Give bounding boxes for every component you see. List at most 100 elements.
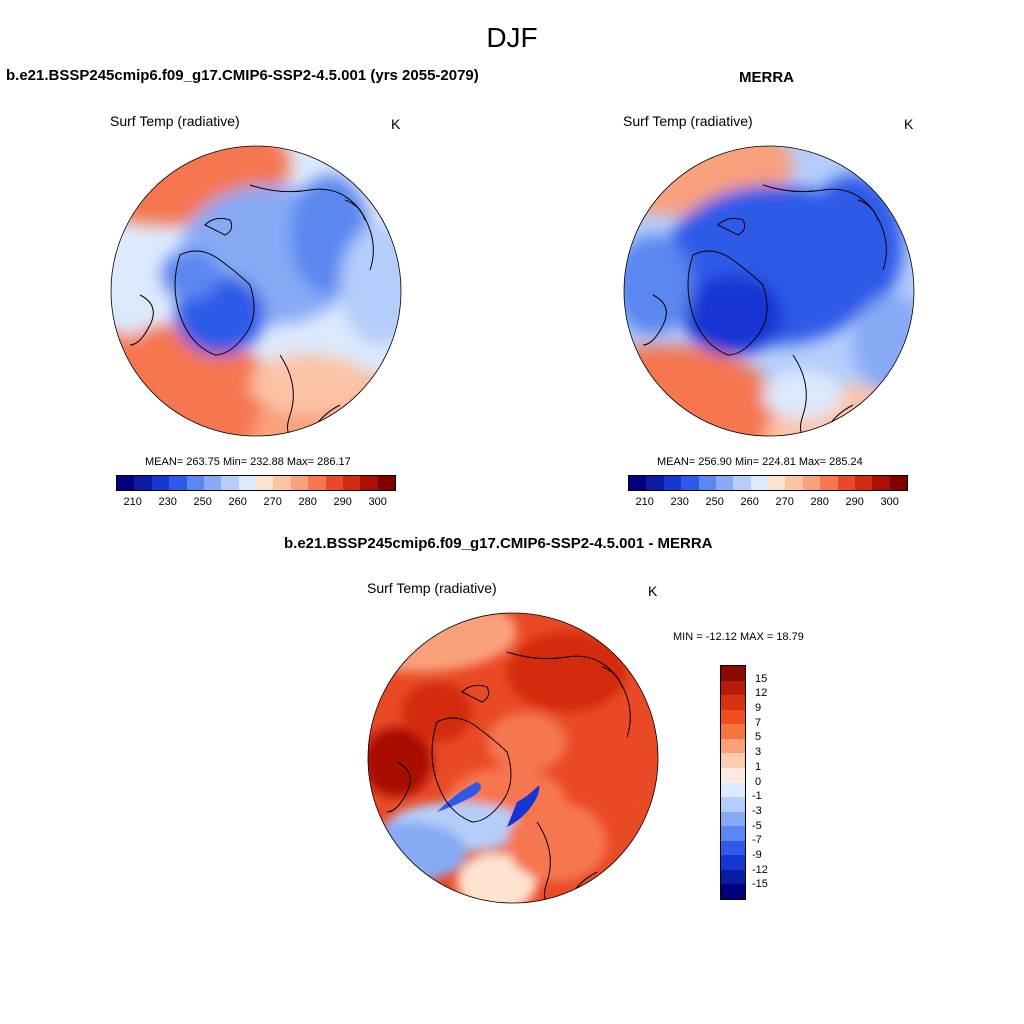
colorbar-model bbox=[116, 475, 396, 491]
colorbar-swatch bbox=[889, 476, 907, 490]
colorbar-tick-label: 260 bbox=[228, 496, 247, 508]
colorbar-swatch bbox=[837, 476, 855, 490]
figure-title: DJF bbox=[486, 22, 538, 53]
colorbar-swatch bbox=[750, 476, 768, 490]
panel-diff-heading: b.e21.BSSP245cmip6.f09_g17.CMIP6-SSP2-4.… bbox=[284, 535, 713, 552]
colorbar-swatch bbox=[733, 476, 751, 490]
colorbar-swatch bbox=[169, 476, 187, 490]
colorbar-swatch bbox=[203, 476, 222, 490]
colorbar-tick-label: 300 bbox=[880, 496, 899, 508]
colorbar-difference-ticks: 15 12 9 7 5 3 1 0 -1 -3 -5 -7 -9 -12 -15 bbox=[752, 665, 792, 900]
colorbar-tick-label: 1 bbox=[755, 760, 762, 773]
panel-merra-variable: Surf Temp (radiative) bbox=[623, 113, 753, 129]
colorbar-tick-label: -9 bbox=[752, 848, 762, 861]
colorbar-swatch bbox=[721, 811, 745, 827]
colorbar-tick-label: 280 bbox=[298, 496, 317, 508]
colorbar-swatch bbox=[721, 695, 745, 710]
colorbar-swatch bbox=[802, 476, 821, 490]
colorbar-tick-label: 0 bbox=[755, 775, 762, 788]
colorbar-tick-label: -7 bbox=[752, 834, 762, 847]
colorbar-swatch bbox=[768, 476, 786, 490]
colorbar-tick-label: 300 bbox=[368, 496, 387, 508]
colorbar-swatch bbox=[721, 680, 745, 696]
colorbar-tick-label: 250 bbox=[193, 496, 212, 508]
colorbar-tick-label: 12 bbox=[755, 687, 768, 700]
colorbar-swatch bbox=[715, 476, 734, 490]
colorbar-tick-label: 7 bbox=[755, 716, 762, 729]
colorbar-swatch bbox=[134, 476, 152, 490]
colorbar-model-ticks: 210 230 250 260 270 280 290 300 bbox=[116, 496, 396, 510]
colorbar-tick-label: 280 bbox=[810, 496, 829, 508]
colorbar-swatch bbox=[721, 767, 745, 783]
panel-model-heading: b.e21.BSSP245cmip6.f09_g17.CMIP6-SSP2-4.… bbox=[6, 67, 479, 84]
colorbar-swatch bbox=[721, 753, 745, 768]
colorbar-swatch bbox=[377, 476, 395, 490]
colorbar-swatch bbox=[325, 476, 343, 490]
panel-model-stats: MEAN= 263.75 Min= 232.88 Max= 286.17 bbox=[145, 456, 351, 468]
colorbar-tick-label: -1 bbox=[752, 790, 762, 803]
panel-model-unit: K bbox=[391, 116, 401, 132]
colorbar-swatch bbox=[721, 724, 745, 739]
colorbar-swatch bbox=[290, 476, 309, 490]
colorbar-swatch bbox=[646, 476, 664, 490]
panel-merra-stats: MEAN= 256.90 Min= 224.81 Max= 285.24 bbox=[657, 456, 863, 468]
colorbar-swatch bbox=[721, 666, 745, 681]
colorbar-swatch bbox=[820, 476, 838, 490]
colorbar-swatch bbox=[308, 476, 326, 490]
colorbar-swatch bbox=[342, 476, 361, 490]
colorbar-tick-label: 270 bbox=[263, 496, 282, 508]
panel-model-variable: Surf Temp (radiative) bbox=[110, 113, 240, 129]
colorbar-swatch bbox=[721, 826, 745, 841]
colorbar-swatch bbox=[256, 476, 274, 490]
colorbar-tick-label: -3 bbox=[752, 804, 762, 817]
panel-diff-variable: Surf Temp (radiative) bbox=[367, 580, 497, 596]
colorbar-swatch bbox=[663, 476, 682, 490]
colorbar-tick-label: 3 bbox=[755, 746, 762, 759]
colorbar-tick-label: 290 bbox=[333, 496, 352, 508]
colorbar-tick-label: 210 bbox=[635, 496, 654, 508]
colorbar-swatch bbox=[721, 782, 745, 798]
colorbar-swatch bbox=[721, 797, 745, 812]
map-merra bbox=[623, 145, 915, 437]
colorbar-merra bbox=[628, 475, 908, 491]
colorbar-swatch bbox=[360, 476, 378, 490]
panel-diff-stats: MIN = -12.12 MAX = 18.79 bbox=[673, 631, 804, 643]
panel-merra-heading: MERRA bbox=[739, 69, 794, 86]
map-model bbox=[110, 145, 402, 437]
colorbar-difference bbox=[720, 665, 746, 900]
colorbar-swatch bbox=[872, 476, 890, 490]
colorbar-swatch bbox=[681, 476, 699, 490]
colorbar-swatch bbox=[721, 709, 745, 725]
map-difference bbox=[367, 612, 659, 904]
colorbar-tick-label: 230 bbox=[670, 496, 689, 508]
colorbar-swatch bbox=[698, 476, 716, 490]
colorbar-swatch bbox=[721, 855, 745, 870]
colorbar-swatch bbox=[117, 476, 135, 490]
colorbar-tick-label: 260 bbox=[740, 496, 759, 508]
panel-diff-unit: K bbox=[648, 583, 658, 599]
colorbar-swatch bbox=[854, 476, 873, 490]
colorbar-tick-label: -5 bbox=[752, 819, 762, 832]
colorbar-swatch bbox=[721, 869, 745, 885]
colorbar-swatch bbox=[721, 884, 745, 899]
colorbar-tick-label: 270 bbox=[775, 496, 794, 508]
colorbar-tick-label: 5 bbox=[755, 731, 762, 744]
colorbar-tick-label: 9 bbox=[755, 702, 762, 715]
colorbar-swatch bbox=[186, 476, 204, 490]
colorbar-swatch bbox=[785, 476, 803, 490]
colorbar-tick-label: 210 bbox=[123, 496, 142, 508]
colorbar-tick-label: -12 bbox=[752, 863, 768, 876]
colorbar-swatch bbox=[221, 476, 239, 490]
panel-merra-unit: K bbox=[904, 116, 914, 132]
colorbar-tick-label: 15 bbox=[755, 672, 768, 685]
colorbar-swatch bbox=[721, 840, 745, 856]
colorbar-tick-label: 250 bbox=[705, 496, 724, 508]
colorbar-merra-ticks: 210 230 250 260 270 280 290 300 bbox=[628, 496, 908, 510]
colorbar-swatch bbox=[721, 738, 745, 754]
colorbar-tick-label: 230 bbox=[158, 496, 177, 508]
colorbar-swatch bbox=[629, 476, 647, 490]
colorbar-tick-label: -15 bbox=[752, 878, 768, 891]
colorbar-swatch bbox=[151, 476, 170, 490]
colorbar-tick-label: 290 bbox=[845, 496, 864, 508]
colorbar-swatch bbox=[238, 476, 256, 490]
